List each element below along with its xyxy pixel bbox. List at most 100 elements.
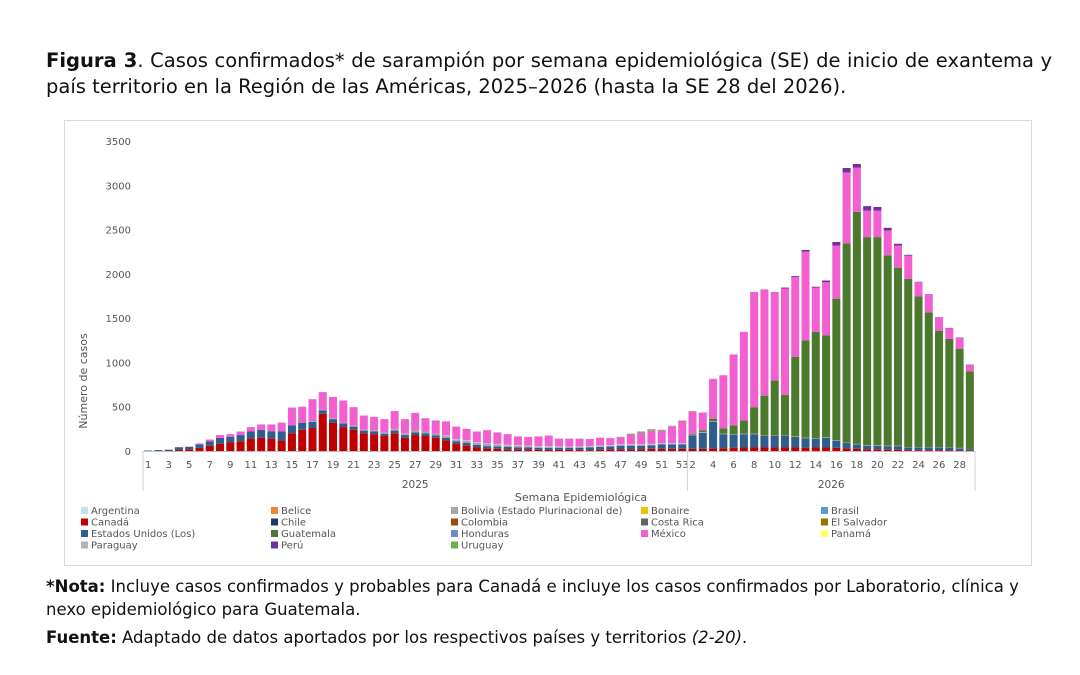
bar-segment: [472, 442, 481, 445]
bar-segment: [287, 407, 296, 426]
bar-segment: [842, 243, 851, 443]
bar-segment: [801, 249, 810, 252]
legend-item: Bonaire: [641, 506, 689, 517]
bar-segment: [277, 440, 286, 451]
bar-segment: [554, 447, 563, 450]
bar-segment: [719, 448, 728, 451]
bar-segment: [678, 443, 687, 445]
bar-segment: [729, 434, 738, 448]
bar-segment: [801, 438, 810, 448]
bar-segment: [298, 422, 307, 430]
bar-segment: [965, 371, 974, 450]
bar-segment: [739, 331, 748, 421]
x-tick-label: 12: [789, 460, 802, 471]
bar-segment: [822, 437, 831, 448]
bar-segment: [914, 447, 923, 451]
bar-segment: [267, 438, 276, 451]
legend-item: Uruguay: [451, 541, 504, 552]
bar-segment: [904, 278, 913, 448]
bar-segment: [626, 433, 635, 435]
bar-segment: [257, 437, 266, 451]
x-tick-label: 31: [450, 460, 463, 471]
bar-segment: [400, 435, 409, 438]
legend-swatch: [641, 507, 648, 514]
bar-segment: [729, 425, 738, 435]
bar-segment: [822, 447, 831, 451]
x-tick-label: 5: [186, 460, 192, 471]
bar-segment: [698, 412, 707, 431]
bar-segment: [308, 427, 317, 451]
bar-segment: [873, 206, 882, 211]
bar-segment: [904, 450, 913, 451]
bar-segment: [637, 431, 646, 433]
bar-segment: [883, 255, 892, 446]
bar-segment: [216, 443, 225, 451]
bar-segment: [801, 340, 810, 438]
bar-segment: [442, 421, 451, 436]
bar-segment: [370, 434, 379, 451]
bar-segment: [955, 348, 964, 448]
bar-segment: [524, 447, 533, 450]
bar-segment: [195, 443, 204, 445]
bar-segment: [688, 434, 697, 436]
bar-segment: [205, 445, 214, 451]
bar-segment: [216, 437, 225, 444]
x-tick-label: 25: [388, 460, 401, 471]
bar-segment: [370, 430, 379, 432]
bar-segment: [472, 431, 481, 443]
x-tick-label: 15: [286, 460, 299, 471]
bar-segment: [811, 447, 820, 451]
bar-segment: [421, 431, 430, 434]
bar-segment: [246, 438, 255, 451]
legend-label: Canadá: [91, 517, 129, 529]
legend-label: Uruguay: [461, 541, 504, 552]
bar-segment: [339, 400, 348, 423]
bar-segment: [709, 418, 718, 422]
bar-segment: [524, 446, 533, 448]
bar-segment: [780, 435, 789, 448]
bar-segment: [596, 447, 605, 450]
bar-segment: [657, 444, 666, 449]
legend-item: Honduras: [451, 529, 509, 540]
legend-swatch: [451, 507, 458, 514]
legend-item: El Salvador: [821, 518, 888, 529]
bar-segment: [709, 448, 718, 451]
bar-segment: [585, 439, 594, 447]
year-label: 2025: [402, 479, 429, 491]
bar-segment: [780, 394, 789, 436]
bar-segment: [935, 450, 944, 451]
bar-segment: [380, 432, 389, 434]
legend-item: Colombia: [451, 518, 508, 529]
bar-segment: [678, 420, 687, 444]
bar-segment: [452, 441, 461, 444]
bar-segment: [349, 425, 358, 427]
bar-segment: [411, 430, 420, 433]
bar-segment: [606, 438, 615, 446]
bar-segment: [154, 450, 163, 451]
bar-segment: [513, 449, 522, 451]
bar-segment: [863, 449, 872, 451]
x-tick-label: 4: [710, 460, 716, 471]
bar-segment: [842, 448, 851, 451]
bar-segment: [400, 419, 409, 434]
bar-segment: [945, 447, 954, 451]
legend-label: Guatemala: [281, 529, 336, 540]
bar-segment: [575, 447, 584, 450]
bar-segment: [524, 436, 533, 446]
bar-segment: [626, 445, 635, 450]
bar-segment: [832, 245, 841, 299]
x-tick-label: 11: [244, 460, 257, 471]
legend-label: Costa Rica: [651, 518, 704, 529]
bar-segment: [503, 434, 512, 445]
bar-segment: [873, 449, 882, 451]
legend-item: Costa Rica: [641, 518, 704, 529]
bar-segment: [318, 392, 327, 410]
bar-segment: [678, 444, 687, 449]
bar-segment: [688, 433, 697, 435]
bar-segment: [770, 292, 779, 381]
bar-segment: [924, 294, 933, 313]
bar-segment: [688, 411, 697, 434]
bar-segment: [411, 432, 420, 436]
bar-segment: [637, 444, 646, 446]
